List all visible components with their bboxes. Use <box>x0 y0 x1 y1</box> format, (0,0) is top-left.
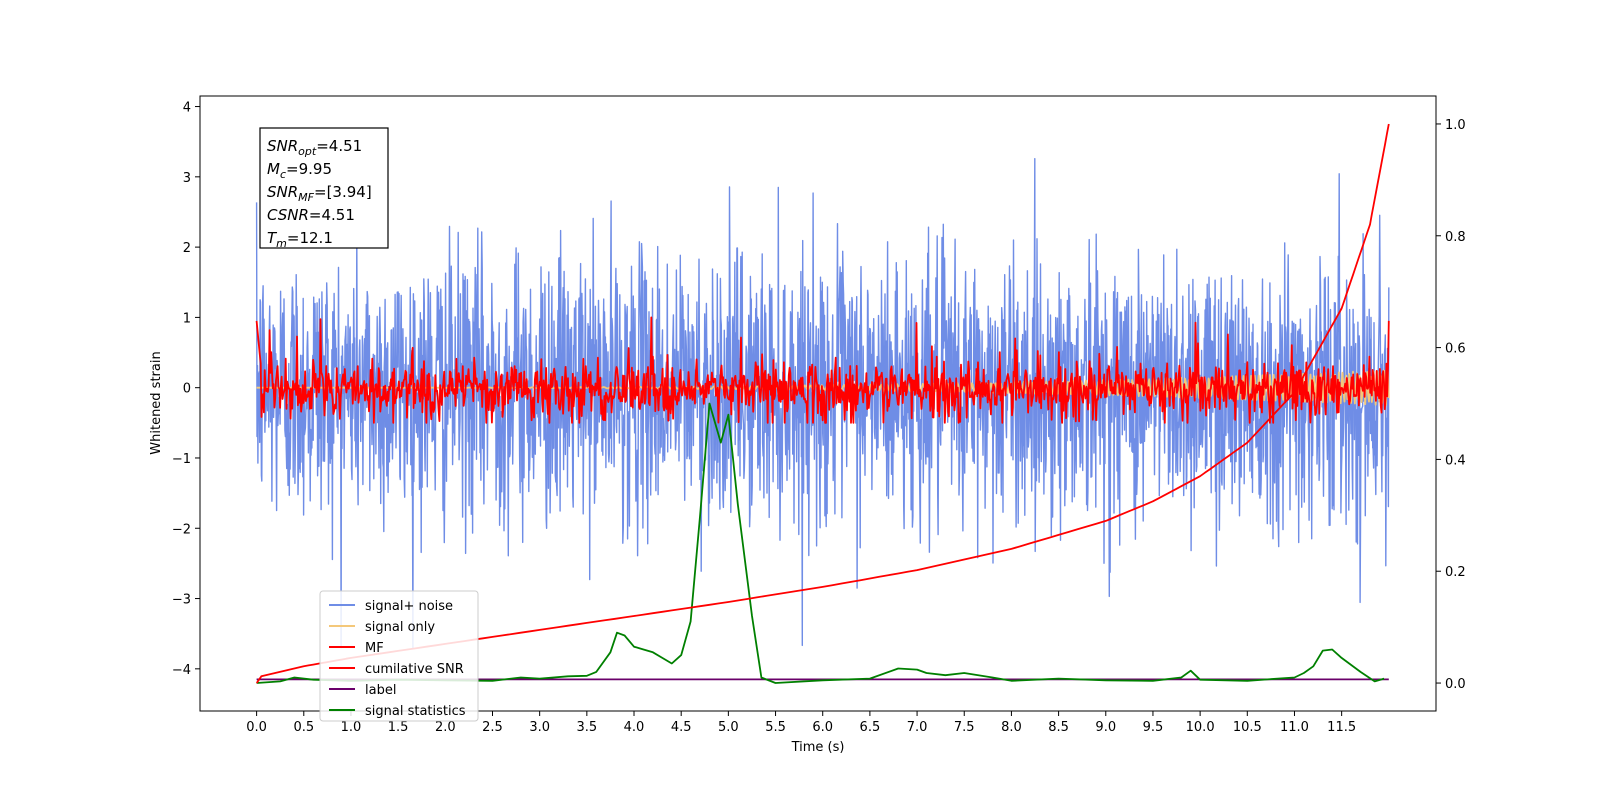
x-tick-label: 8.0 <box>1001 720 1022 735</box>
y-tick-label: 0 <box>183 382 191 397</box>
legend-entry: signal only <box>365 620 435 635</box>
legend-frame <box>319 590 479 722</box>
x-tick-label: 1.5 <box>388 720 409 735</box>
y-tick-label: −1 <box>172 452 191 467</box>
x-tick-label: 2.0 <box>435 720 456 735</box>
y-right-tick-label: 0.0 <box>1445 677 1466 692</box>
x-tick-label: 6.5 <box>860 720 881 735</box>
legend-entry: signal statistics <box>365 704 466 719</box>
legend-entry: MF <box>365 641 384 656</box>
x-tick-label: 0.5 <box>293 720 314 735</box>
annotation-line: CSNR=4.51 <box>267 206 355 224</box>
y-axis-label: Whitened strain <box>149 351 164 454</box>
legend: signal+ noise signal only MF cumilative SNR… <box>319 590 479 722</box>
x-tick-label: 4.0 <box>624 720 645 735</box>
y-tick-label: −3 <box>172 593 191 608</box>
y-right-tick-label: 0.8 <box>1445 230 1466 245</box>
series-signal-statistics <box>256 402 1385 684</box>
legend-entry: signal+ noise <box>365 599 453 614</box>
y-axis-right: 0.0 0.2 0.4 0.6 0.8 1.0 <box>1436 118 1466 692</box>
x-tick-label: 10.5 <box>1233 720 1262 735</box>
annotation-line: SNRMF=[3.94] <box>267 183 372 204</box>
series-mf <box>255 316 1390 424</box>
y-tick-label: 1 <box>183 311 191 326</box>
y-right-tick-label: 0.2 <box>1445 565 1466 580</box>
annotation-frame <box>259 127 389 249</box>
x-tick-label: 7.0 <box>907 720 928 735</box>
x-tick-label: 10.0 <box>1186 720 1215 735</box>
x-tick-label: 6.0 <box>812 720 833 735</box>
x-tick-label: 3.0 <box>529 720 550 735</box>
x-tick-label: 5.5 <box>765 720 786 735</box>
y-tick-label: −2 <box>172 522 191 537</box>
x-axis: 0.0 0.5 1.0 1.5 2.0 2.5 3.0 3.5 4.0 4.5 5.0 5.5 6.0 6… <box>246 711 1356 735</box>
x-tick-label: 5.0 <box>718 720 739 735</box>
x-tick-label: 3.5 <box>576 720 597 735</box>
x-tick-label: 11.5 <box>1327 720 1356 735</box>
y-tick-label: −4 <box>172 663 191 678</box>
axes-frame <box>199 95 1437 712</box>
y-right-tick-label: 0.4 <box>1445 453 1466 468</box>
annotation-line: Tm=12.1 <box>267 229 333 250</box>
x-tick-label: 9.0 <box>1095 720 1116 735</box>
x-tick-label: 7.5 <box>954 720 975 735</box>
x-tick-label: 11.0 <box>1280 720 1309 735</box>
x-tick-label: 8.5 <box>1048 720 1069 735</box>
y-tick-label: 2 <box>183 241 191 256</box>
x-tick-label: 9.5 <box>1143 720 1164 735</box>
x-tick-label: 0.0 <box>246 720 267 735</box>
x-tick-label: 1.0 <box>341 720 362 735</box>
legend-entry: cumilative SNR <box>365 662 464 677</box>
legend-entry: label <box>365 683 396 698</box>
x-tick-label: 4.5 <box>671 720 692 735</box>
y-tick-label: 4 <box>183 101 191 116</box>
y-tick-label: 3 <box>183 171 191 186</box>
y-right-tick-label: 1.0 <box>1445 118 1466 133</box>
y-axis-left: −4 −3 −2 −1 0 1 2 3 4 <box>172 101 200 678</box>
y-right-tick-label: 0.6 <box>1445 342 1466 357</box>
x-tick-label: 2.5 <box>482 720 503 735</box>
annotation-line: SNRopt=4.51 <box>267 137 362 158</box>
annotation-line: Mc=9.95 <box>267 160 332 181</box>
x-axis-label: Time (s) <box>791 740 845 755</box>
